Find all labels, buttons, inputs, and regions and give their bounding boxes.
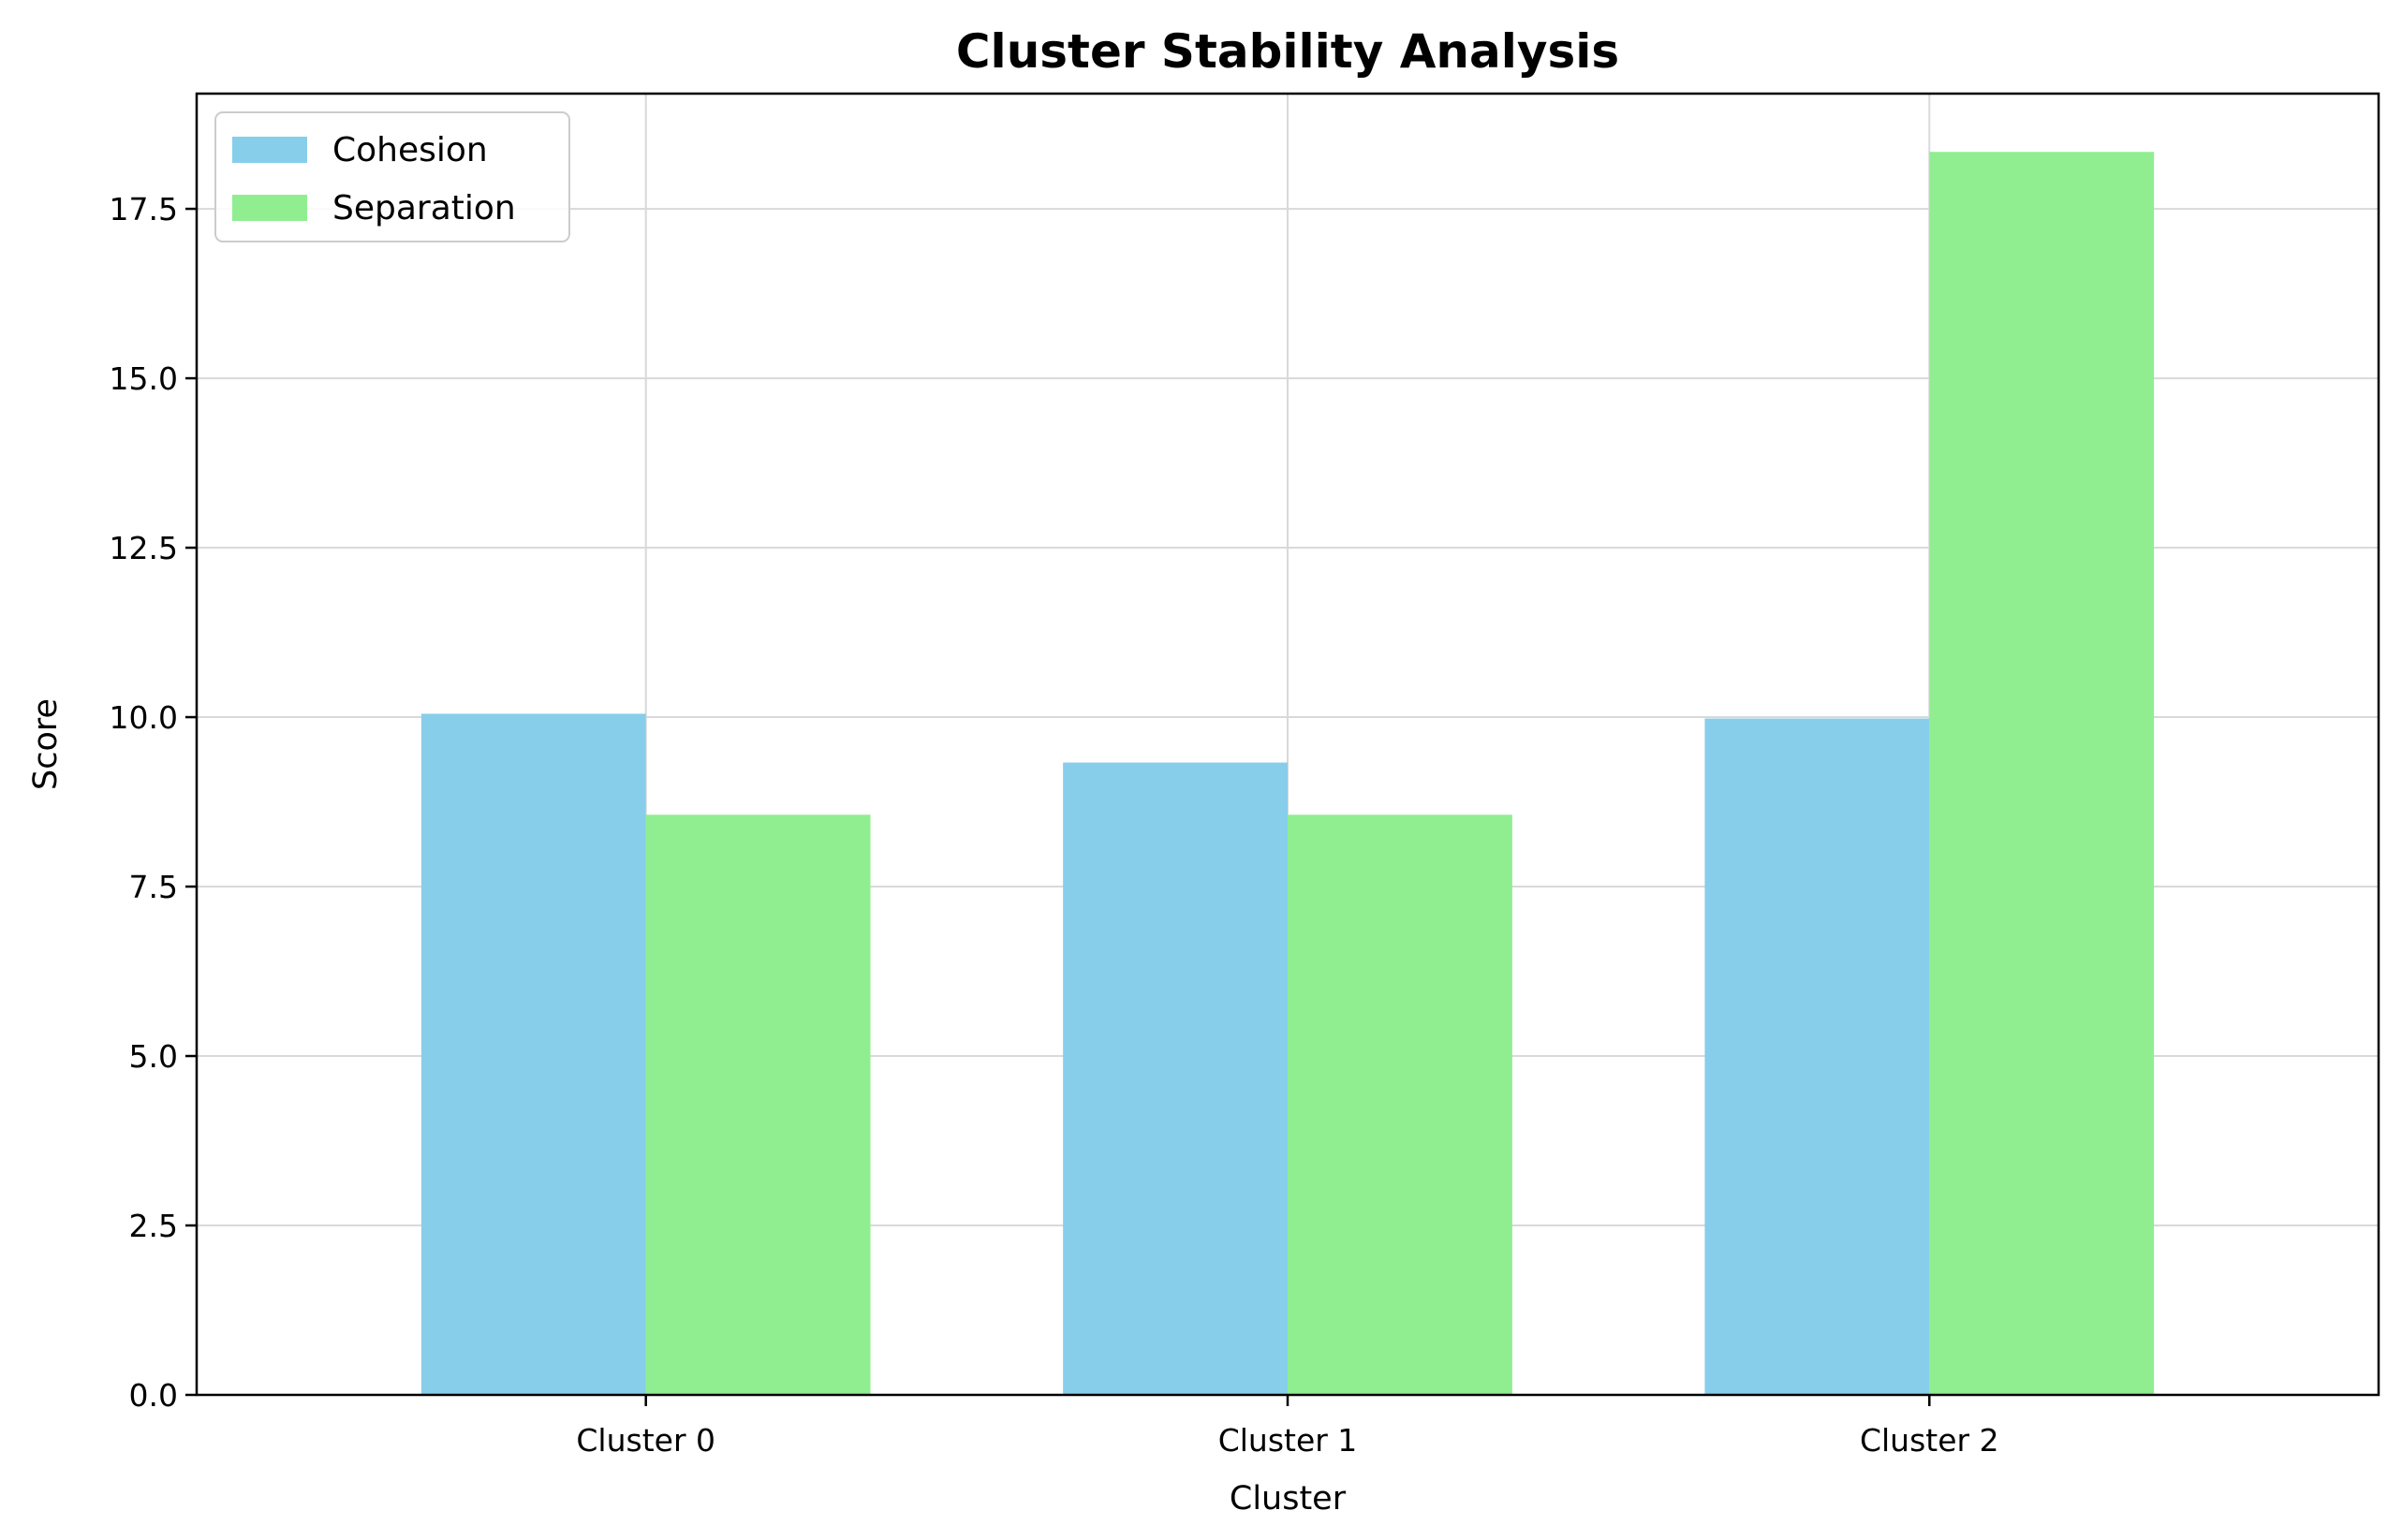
y-tick-label: 0.0 (129, 1377, 178, 1414)
bar-separation-1 (1288, 814, 1512, 1395)
y-tick-label: 2.5 (129, 1208, 178, 1244)
legend-label: Separation (332, 189, 516, 227)
bar-cohesion-2 (1704, 718, 1930, 1395)
x-tick-label: Cluster 0 (576, 1422, 715, 1459)
bar-cohesion-0 (420, 713, 646, 1395)
legend-label: Cohesion (332, 131, 488, 169)
bar-separation-2 (1929, 152, 2155, 1396)
y-tick-label: 10.0 (110, 699, 178, 736)
bar-cohesion-1 (1063, 762, 1288, 1395)
y-axis-ticks: 0.0 2.5 5.0 7.5 10.0 12.5 15.0 17.5 (110, 191, 197, 1414)
x-axis-ticks: Cluster 0 Cluster 1 Cluster 2 (576, 1395, 1999, 1459)
y-axis-label: Score (27, 698, 65, 790)
y-tick-label: 5.0 (129, 1038, 178, 1075)
y-tick-label: 15.0 (110, 360, 178, 397)
x-tick-label: Cluster 1 (1218, 1422, 1358, 1459)
y-tick-label: 17.5 (110, 191, 178, 227)
legend-swatch-separation (232, 195, 307, 221)
bar-separation-0 (645, 814, 871, 1395)
chart-title: Cluster Stability Analysis (956, 24, 1619, 79)
bars (420, 152, 2155, 1396)
y-tick-label: 7.5 (129, 869, 178, 905)
legend-swatch-cohesion (232, 137, 307, 163)
x-axis-label: Cluster (1230, 1480, 1347, 1518)
y-tick-label: 12.5 (110, 530, 178, 566)
legend: Cohesion Separation (214, 111, 570, 242)
x-tick-label: Cluster 2 (1860, 1422, 1999, 1459)
